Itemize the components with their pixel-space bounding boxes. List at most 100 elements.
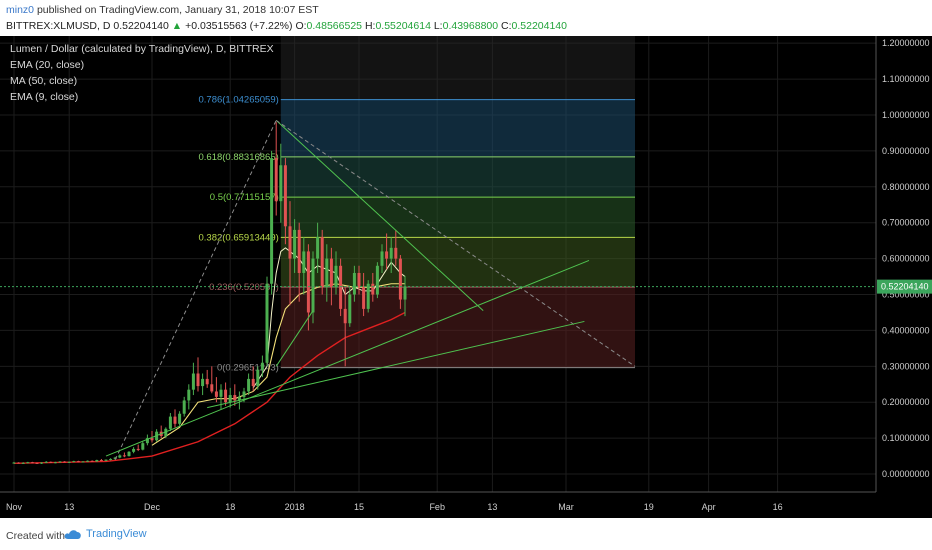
x-tick-label: 13 [487,502,497,512]
low-value: 0.43968800 [442,20,499,32]
fib-level-label: 0.236(0.52053..) [209,282,279,293]
fib-level-label: 0(0.29651243) [217,363,279,374]
x-tick-label: Feb [429,502,445,512]
candle-body [178,413,182,424]
candle-body [311,258,315,313]
candle-body [316,237,320,259]
high-value: 0.55204614 [375,20,431,32]
candle-body [233,395,237,401]
candle-body [30,462,34,464]
candle-body [348,294,352,324]
candle-body [21,462,25,464]
tradingview-logo[interactable]: TradingView [64,528,147,540]
candle-body [109,458,113,460]
candle-body [343,308,347,324]
candle-body [168,416,172,429]
candle-body [191,373,195,390]
candle-body [274,158,278,202]
candle-body [150,438,154,441]
candle-body [297,229,301,273]
price-change: +0.03515563 (+7.22%) [185,20,293,32]
symbol-label: BITTREX:XLMUSD, D [6,20,111,32]
candle-body [265,283,269,363]
candle-body [99,460,103,462]
trendline [207,320,585,409]
candle-body [270,158,274,284]
legend-ema9[interactable]: EMA (9, close) [10,91,79,103]
candle-body [90,460,94,462]
candle-body [302,251,306,273]
current-price-badge [877,279,932,294]
candle-body [67,461,71,463]
candle-body [260,362,264,370]
candle-body [251,378,255,387]
candle-body [352,272,356,295]
legend-ma50[interactable]: MA (50, close) [10,75,78,87]
publish-info: minz0 published on TradingView.com, Janu… [6,4,319,16]
last-price: 0.52204140 [113,20,169,32]
publish-text: published on TradingView.com, January 31… [36,4,319,16]
candle-body [385,251,389,259]
candle-body [187,389,191,401]
candle-body [113,457,117,459]
candle-body [127,451,131,457]
y-tick-label: 0.80000000 [882,182,930,192]
footer: Created with TradingView [0,518,932,550]
candle-body [375,265,379,295]
candle-body [81,461,85,463]
candle-body [40,462,44,464]
candle-body [118,455,122,458]
y-tick-label: 1.20000000 [882,38,930,48]
brand-label: TradingView [86,528,147,540]
candle-body [214,391,218,397]
candle-body [63,461,67,463]
fib-level-label: 0.786(1.04265059) [199,95,279,106]
candle-body [339,265,343,309]
candle-body [288,226,292,259]
close-value: 0.52204140 [511,20,567,32]
x-tick-label: 2018 [285,502,305,512]
candle-body [237,396,241,401]
quote-line: BITTREX:XLMUSD, D 0.52204140 ▲ +0.035155… [6,20,567,32]
price-chart[interactable]: 1.20000000 1.10000000 1.00000000 0.90000000… [0,36,932,518]
fib-zone [280,197,635,238]
candle-body [394,247,398,259]
y-tick-label: 0.30000000 [882,361,930,371]
x-tick-label: 18 [225,502,235,512]
candle-body [228,395,232,403]
high-label: H: [364,20,376,32]
candle-body [182,400,186,414]
candle-body [320,237,324,288]
y-tick-label: 0.50000000 [882,290,930,300]
y-tick-label: 0.70000000 [882,218,930,228]
candle-body [380,251,384,266]
y-tick-label: 1.00000000 [882,110,930,120]
candle-body [279,165,283,202]
legend: Lumen / Dollar (calculated by TradingVie… [10,41,274,105]
x-tick-label: 13 [64,502,74,512]
candle-body [58,461,62,463]
candle-body [362,287,366,309]
y-tick-label: 1.10000000 [882,74,930,84]
candle-body [366,283,370,309]
candle-body [334,265,338,288]
candle-body [224,389,228,403]
candle-body [26,462,30,464]
candle-body [201,378,205,387]
fib-zone-top [280,36,635,100]
chart-panel[interactable]: 1.20000000 1.10000000 1.00000000 0.90000000… [0,36,932,518]
candle-body [256,369,260,387]
open-value: 0.48566525 [306,20,363,32]
author-link[interactable]: minz0 [6,4,35,16]
candle-body [145,438,149,444]
legend-ema20[interactable]: EMA (20, close) [10,59,85,71]
x-tick-label: Apr [702,502,716,512]
low-label: L: [433,20,443,32]
candle-body [403,286,407,300]
fib-level-label: 0.5(0.77115157) [210,192,279,203]
x-tick-label: 16 [773,502,783,512]
candle-body [35,462,39,464]
candle-body [247,378,251,392]
y-tick-label: 0.60000000 [882,254,930,264]
candle-body [306,251,310,313]
